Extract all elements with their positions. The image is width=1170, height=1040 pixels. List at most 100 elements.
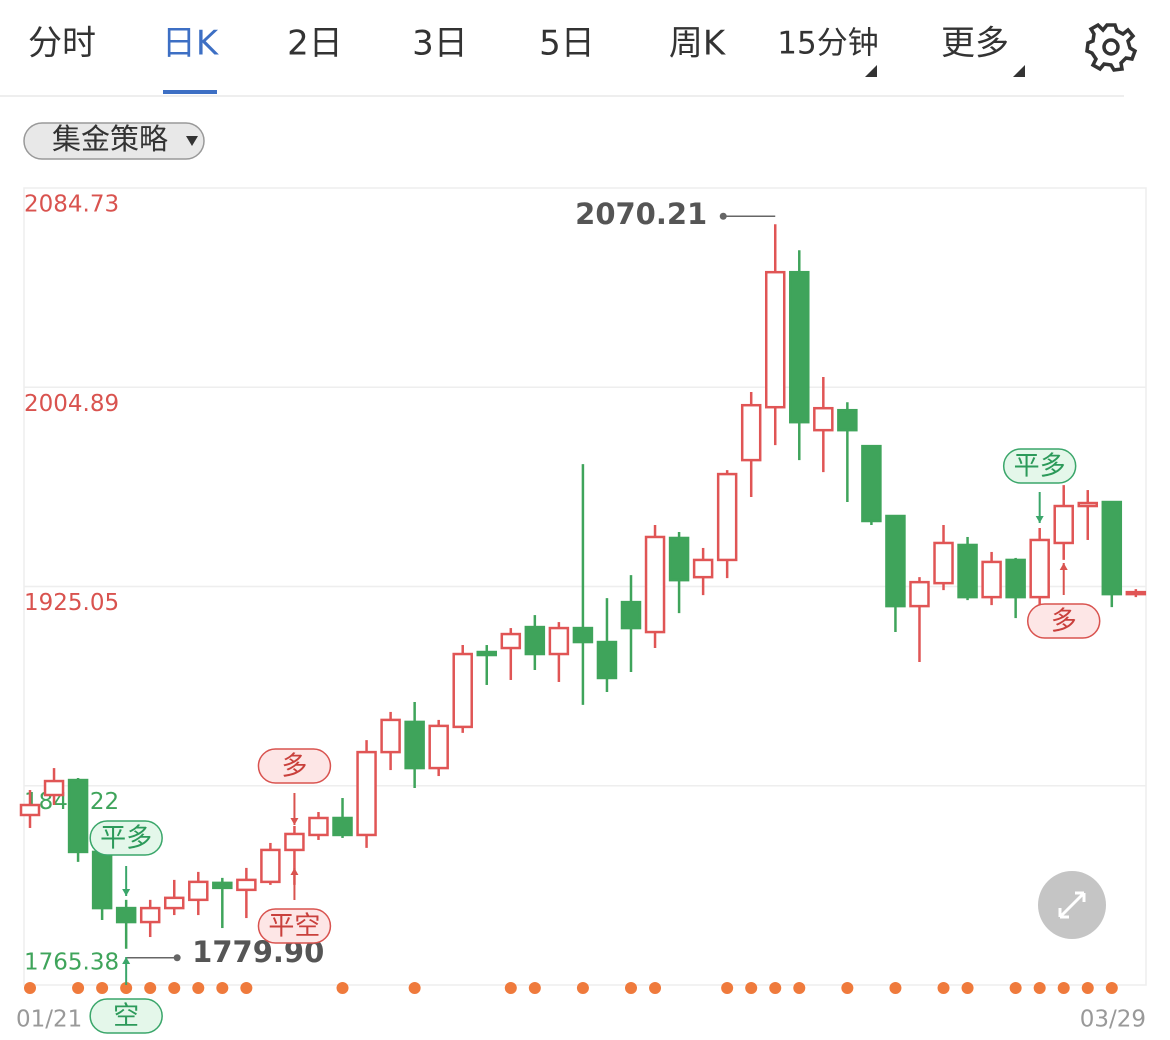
gear-hole <box>1102 38 1120 56</box>
tab[interactable]: 3日 <box>412 24 468 64</box>
y-tick-label: 1765.38 <box>24 950 119 976</box>
signal-arrow-head <box>1035 516 1044 523</box>
signal-label: 多 <box>281 752 307 782</box>
candle-body <box>981 560 1002 599</box>
dropdown-caret <box>186 136 198 146</box>
candle-body <box>572 626 594 644</box>
candle-body <box>692 558 714 579</box>
event-dot <box>1009 982 1022 994</box>
signal-pill <box>89 998 163 1034</box>
candle-body <box>404 720 425 770</box>
candle-body <box>188 880 209 902</box>
event-dot <box>721 982 734 994</box>
settings-icon[interactable] <box>1085 22 1138 72</box>
candle-body <box>644 535 666 634</box>
x-tick-label: 03/29 <box>1080 1007 1146 1033</box>
event-dot <box>72 982 85 994</box>
signal-label: 空 <box>113 1002 139 1032</box>
min-dot <box>173 954 181 962</box>
tab[interactable]: 日K <box>162 24 220 64</box>
tab[interactable]: 5日 <box>539 24 595 64</box>
signal-pill <box>1026 603 1101 639</box>
candle-body <box>428 724 449 770</box>
tab-caret <box>1013 65 1025 77</box>
candle-body <box>933 541 954 585</box>
event-dot <box>841 982 854 994</box>
candle-body <box>813 406 834 432</box>
strategy-dropdown[interactable]: 集金策略 <box>23 122 205 160</box>
event-dot <box>1105 982 1118 994</box>
event-dot <box>120 982 133 994</box>
candle-body <box>885 514 906 608</box>
candle-body <box>332 816 353 837</box>
candle-body <box>1077 501 1099 508</box>
candle-body <box>596 640 618 680</box>
event-dot <box>1057 982 1070 994</box>
event-dot <box>649 982 662 994</box>
expand-button[interactable] <box>1038 871 1106 939</box>
candle-body <box>476 650 498 657</box>
y-tick-label: 2084.73 <box>24 192 119 218</box>
event-dot <box>528 982 541 994</box>
active-tab-underline <box>163 90 217 94</box>
signal-pill <box>257 908 332 944</box>
tab[interactable]: 更多 <box>941 24 1009 64</box>
event-dot <box>168 982 181 994</box>
candle-body <box>1125 590 1147 596</box>
dropdown-label: 集金策略 <box>52 122 168 156</box>
max-label: 2070.21 <box>575 197 707 231</box>
candle-body <box>740 403 762 462</box>
signal-arrow-head <box>122 889 131 896</box>
candle-body <box>1005 558 1026 599</box>
candle-body <box>548 626 570 656</box>
y-tick-label: 1925.05 <box>24 590 119 616</box>
event-dot <box>745 982 758 994</box>
event-dot <box>937 982 950 994</box>
event-dot <box>1033 982 1046 994</box>
signal-pill <box>89 820 163 856</box>
candle-body <box>115 906 137 924</box>
candle-body <box>19 803 41 817</box>
candle-body <box>284 832 305 852</box>
signal-label: 平多 <box>1014 452 1066 482</box>
candle-body <box>837 408 858 432</box>
event-dot <box>1081 982 1094 994</box>
event-dot <box>216 982 229 994</box>
event-dot <box>576 982 589 994</box>
event-dot <box>96 982 109 994</box>
tab[interactable]: 2日 <box>287 24 343 64</box>
candle-body <box>43 779 65 797</box>
candle-body <box>909 580 930 608</box>
event-dot <box>625 982 637 994</box>
candle-body <box>789 270 810 424</box>
candle-body <box>764 270 786 409</box>
tab[interactable]: 周K <box>669 24 727 64</box>
max-dot <box>719 212 727 220</box>
event-dot <box>192 982 205 994</box>
tab-caret <box>865 65 877 77</box>
event-dot <box>793 982 806 994</box>
candle-body <box>1029 538 1050 599</box>
event-dot <box>961 982 974 994</box>
candle-body <box>67 778 89 854</box>
event-dot <box>769 982 782 994</box>
candle-body <box>260 848 281 884</box>
candle-body <box>1101 500 1123 596</box>
y-tick-label: 2004.89 <box>24 391 119 417</box>
candle-body <box>380 718 401 754</box>
candle-body <box>236 878 257 892</box>
candle-body <box>163 896 185 910</box>
candle-body <box>356 750 377 837</box>
tab[interactable]: 分时 <box>28 24 96 64</box>
candle-body <box>212 881 233 890</box>
dropdown-pill <box>23 122 205 160</box>
signal-label: 平空 <box>268 912 320 942</box>
expand-arrows <box>1058 891 1086 919</box>
gear-outline <box>1085 22 1138 72</box>
candle-body <box>308 816 329 837</box>
signal-arrow-head <box>290 818 299 825</box>
tab[interactable]: 15分钟 <box>777 26 878 62</box>
candle-body <box>620 600 642 630</box>
